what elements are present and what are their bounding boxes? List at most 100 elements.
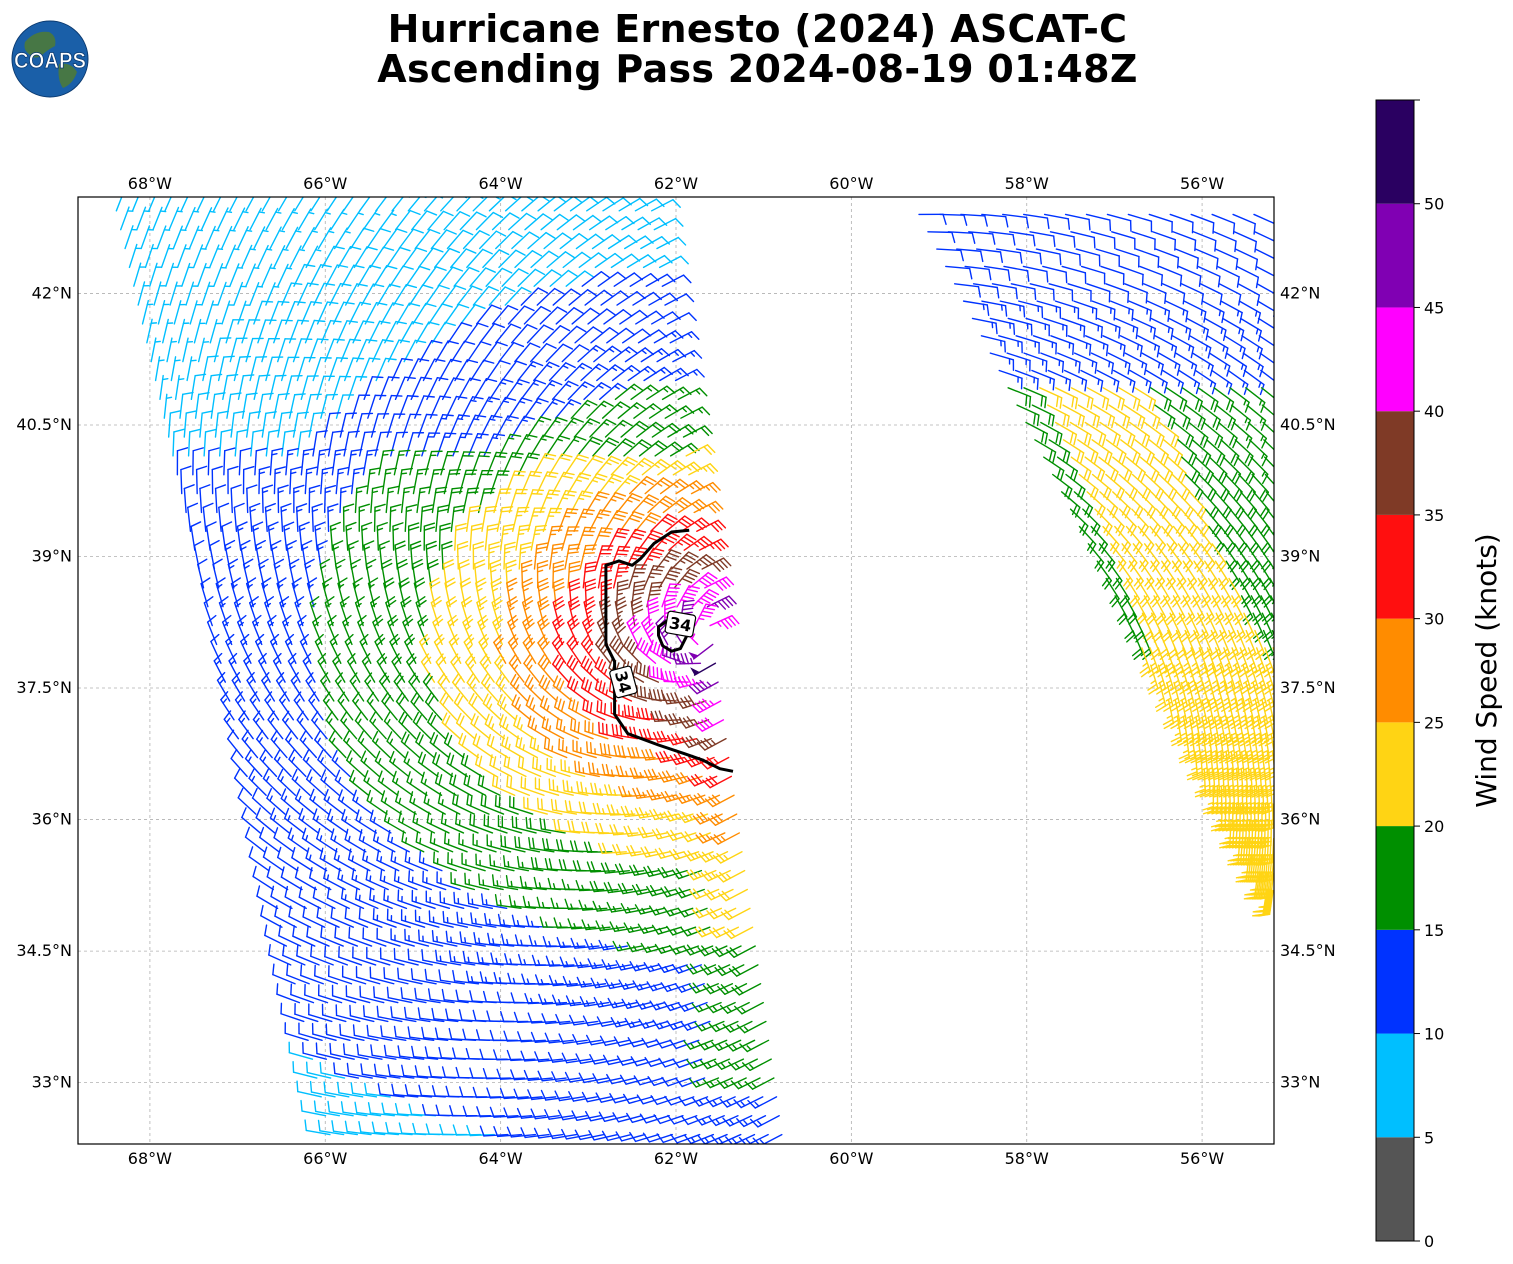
wind-barb bbox=[323, 788, 344, 815]
wind-barb bbox=[510, 1069, 540, 1081]
wind-barb bbox=[635, 661, 660, 683]
wind-barb bbox=[455, 451, 475, 476]
wind-barb bbox=[375, 197, 394, 212]
wind-barb bbox=[690, 662, 717, 676]
wind-barb bbox=[421, 949, 448, 966]
wind-barb bbox=[261, 263, 276, 287]
wind-barb bbox=[1173, 421, 1194, 448]
colorbar-tick-label: 5 bbox=[1424, 1128, 1434, 1147]
wind-barb bbox=[249, 691, 265, 721]
wind-barb bbox=[433, 851, 458, 872]
wind-barb bbox=[482, 693, 502, 721]
wind-barb bbox=[1211, 595, 1225, 626]
wind-barb bbox=[1115, 248, 1140, 268]
wind-barb bbox=[393, 672, 409, 702]
wind-barb bbox=[470, 359, 495, 382]
wind-barb bbox=[530, 856, 558, 872]
wind-barb bbox=[558, 738, 583, 759]
wind-barb bbox=[1102, 335, 1126, 357]
wind-barb bbox=[998, 369, 1023, 390]
wind-barb bbox=[471, 451, 492, 476]
wind-barb bbox=[1018, 300, 1044, 319]
wind-barb bbox=[277, 263, 293, 287]
wind-barb bbox=[371, 1121, 400, 1136]
wind-barb bbox=[320, 466, 334, 495]
wind-barb bbox=[431, 929, 458, 947]
wind-barb bbox=[700, 964, 731, 976]
wind-barb bbox=[280, 1002, 305, 1023]
wind-barb bbox=[338, 945, 363, 966]
wind-barb bbox=[300, 1099, 327, 1117]
wind-barb bbox=[408, 284, 434, 306]
wind-barb bbox=[397, 967, 423, 985]
wind-barb bbox=[202, 355, 219, 382]
wind-barb bbox=[526, 416, 552, 438]
wind-barb bbox=[253, 226, 269, 250]
wind-barb bbox=[309, 264, 332, 287]
wind-barb bbox=[373, 986, 399, 1004]
wind-barb bbox=[479, 971, 508, 985]
wind-barb bbox=[309, 788, 330, 815]
wind-barb bbox=[593, 345, 622, 363]
wind-barb bbox=[643, 366, 673, 382]
wind-barb bbox=[527, 1012, 557, 1024]
wind-barb bbox=[344, 633, 357, 664]
wind-barb bbox=[540, 213, 570, 231]
wind-barb bbox=[412, 302, 437, 325]
wind-barb bbox=[613, 474, 641, 495]
wind-barb bbox=[245, 263, 260, 287]
latitude-tick-label: 42°N bbox=[1280, 283, 1320, 302]
wind-barb bbox=[491, 212, 520, 231]
wind-barb bbox=[1085, 213, 1112, 232]
wind-barb bbox=[286, 963, 310, 985]
wind-barb bbox=[500, 835, 526, 853]
wind-barb bbox=[608, 346, 638, 363]
wind-barb bbox=[1128, 560, 1144, 590]
wind-barb bbox=[298, 808, 319, 834]
wind-barb bbox=[1261, 612, 1274, 643]
wind-barb bbox=[561, 435, 587, 457]
wind-barb bbox=[1250, 595, 1263, 626]
wind-barb bbox=[537, 577, 550, 608]
wind-barb bbox=[515, 735, 538, 759]
wind-barb bbox=[341, 808, 363, 834]
wind-barb bbox=[281, 429, 296, 457]
wind-barb bbox=[698, 851, 729, 863]
wind-barb bbox=[380, 1025, 407, 1042]
wind-barb bbox=[164, 197, 172, 212]
wind-barb bbox=[553, 917, 583, 929]
wind-barb bbox=[586, 861, 616, 873]
wind-barb bbox=[449, 772, 472, 796]
wind-barb bbox=[648, 665, 674, 683]
wind-barb bbox=[513, 1011, 543, 1023]
wind-barb bbox=[722, 1020, 753, 1033]
wind-barb bbox=[217, 207, 233, 231]
wind-barb bbox=[218, 502, 230, 532]
wind-barb bbox=[412, 811, 436, 834]
wind-barb bbox=[1100, 265, 1125, 286]
wind-barb bbox=[1034, 439, 1057, 463]
wind-barb bbox=[478, 634, 492, 664]
wind-barb bbox=[1207, 577, 1222, 608]
colorbar-tick-label: 45 bbox=[1424, 298, 1444, 317]
wind-barb bbox=[223, 447, 236, 476]
wind-barb bbox=[1146, 577, 1161, 608]
wind-barb bbox=[1213, 387, 1235, 413]
wind-barb bbox=[552, 578, 565, 608]
wind-barb bbox=[256, 729, 273, 759]
wind-barb bbox=[1169, 213, 1194, 234]
wind-barb bbox=[609, 635, 627, 664]
wind-barb bbox=[1234, 248, 1258, 271]
wind-barb bbox=[1193, 560, 1208, 590]
plot-title-line-1: Hurricane Ernesto (2024) ASCAT-C bbox=[387, 7, 1128, 51]
wind-barb bbox=[1086, 387, 1110, 411]
wind-barb bbox=[173, 300, 186, 325]
wind-barb bbox=[691, 907, 723, 919]
wind-barb bbox=[723, 926, 754, 940]
wind-barb bbox=[511, 815, 537, 834]
wind-barb bbox=[518, 542, 532, 570]
wind-barb bbox=[936, 248, 964, 262]
wind-barb bbox=[392, 522, 404, 551]
wind-barb bbox=[672, 461, 703, 476]
wind-barb bbox=[381, 467, 398, 495]
